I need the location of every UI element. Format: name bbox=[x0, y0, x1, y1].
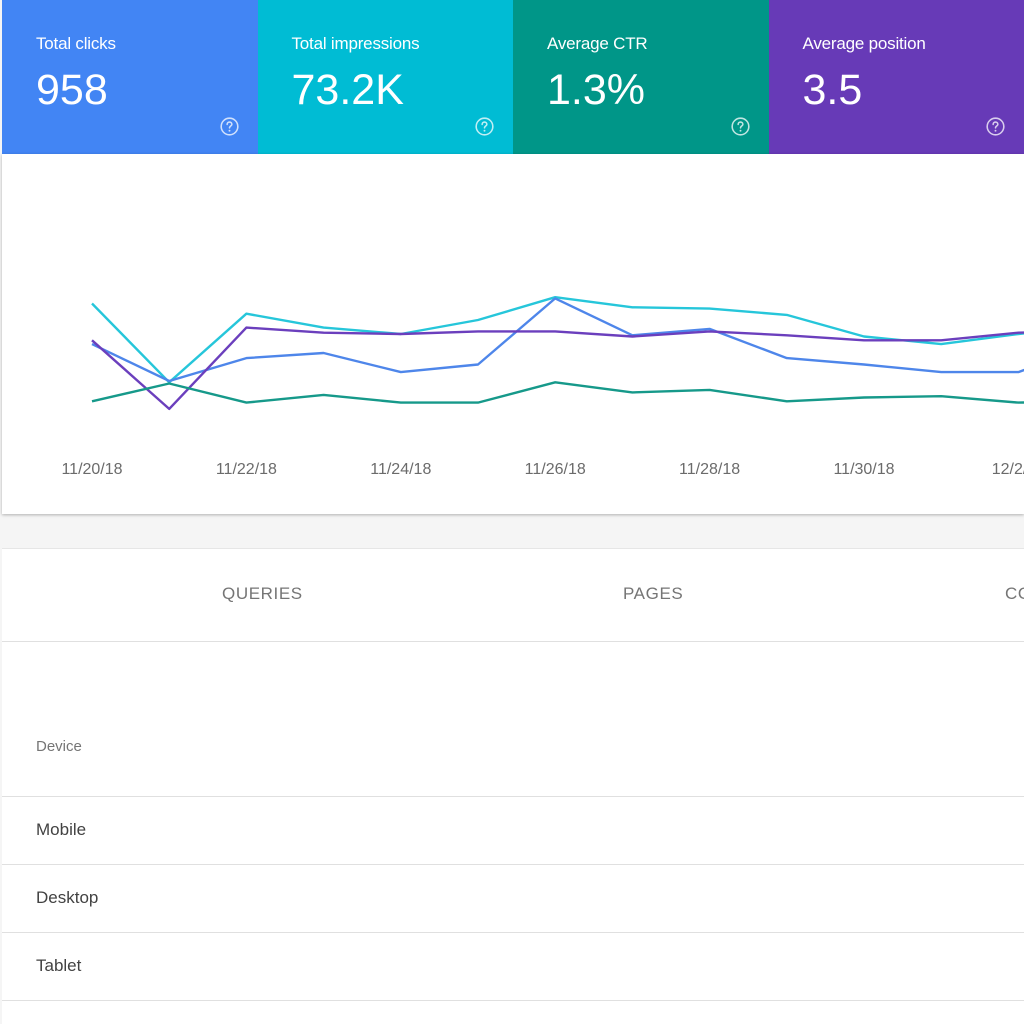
tab-pages[interactable]: PAGES bbox=[623, 584, 684, 603]
x-axis-tick-label: 11/28/18 bbox=[679, 461, 740, 478]
tab-queries[interactable]: QUERIES bbox=[222, 584, 303, 603]
metric-card-average-ctr[interactable]: Average CTR 1.3% bbox=[513, 0, 769, 154]
metric-label: Average position bbox=[802, 34, 926, 53]
table-row[interactable]: Tablet bbox=[2, 933, 1024, 1001]
metric-label: Total clicks bbox=[36, 34, 116, 53]
metric-label: Average CTR bbox=[547, 34, 648, 53]
table-row[interactable]: Desktop bbox=[2, 865, 1024, 933]
table-row[interactable]: Mobile bbox=[2, 797, 1024, 865]
device-cell: Tablet bbox=[36, 956, 82, 975]
x-axis-tick-label: 11/30/18 bbox=[833, 461, 894, 478]
metric-cards: Total clicks 958 Total impressions 73.2K… bbox=[2, 0, 1024, 154]
metric-value: 1.3% bbox=[547, 66, 646, 114]
series-line-average-ctr bbox=[91, 381, 1024, 404]
metric-card-total-impressions[interactable]: Total impressions 73.2K bbox=[257, 0, 513, 154]
tab-countries[interactable]: COUNTRIES bbox=[1005, 584, 1024, 603]
x-axis-tick-label: 11/26/18 bbox=[525, 461, 586, 478]
help-circle-icon[interactable] bbox=[219, 116, 240, 137]
metric-label: Total impressions bbox=[291, 34, 420, 53]
metric-card-total-clicks[interactable]: Total clicks 958 bbox=[2, 0, 258, 154]
metric-card-average-position[interactable]: Average position 3.5 bbox=[768, 0, 1024, 154]
x-axis-tick-label: 11/22/18 bbox=[216, 461, 277, 478]
metric-value: 958 bbox=[36, 66, 108, 114]
device-cell: Desktop bbox=[36, 888, 99, 907]
x-axis-tick-label: 11/20/18 bbox=[61, 461, 122, 478]
help-circle-icon[interactable] bbox=[985, 116, 1006, 137]
device-cell: Mobile bbox=[36, 820, 87, 839]
dimension-tabs: QUERIES PAGES COUNTRIES bbox=[2, 549, 1024, 642]
series-line-average-position bbox=[91, 326, 1024, 411]
performance-line-chart[interactable]: 11/20/18 11/22/18 11/24/18 11/26/18 11/28/18… bbox=[2, 154, 1024, 514]
series-line-total-impressions bbox=[91, 296, 1024, 384]
column-header-device[interactable]: Device bbox=[36, 738, 82, 755]
x-axis-tick-label: 11/24/18 bbox=[370, 461, 431, 478]
performance-chart-card: 11/20/18 11/22/18 11/24/18 11/26/18 11/28/18… bbox=[2, 154, 1024, 514]
x-axis-tick-label: 12/2/18 bbox=[992, 461, 1024, 478]
help-circle-icon[interactable] bbox=[474, 116, 495, 137]
table-header: Device bbox=[2, 642, 1024, 797]
dimension-table-card: QUERIES PAGES COUNTRIES Device Mobile De… bbox=[2, 548, 1024, 1024]
metric-value: 73.2K bbox=[291, 66, 404, 114]
help-circle-icon[interactable] bbox=[730, 116, 751, 137]
series-line-total-clicks bbox=[91, 297, 1024, 383]
metric-value: 3.5 bbox=[802, 66, 863, 114]
